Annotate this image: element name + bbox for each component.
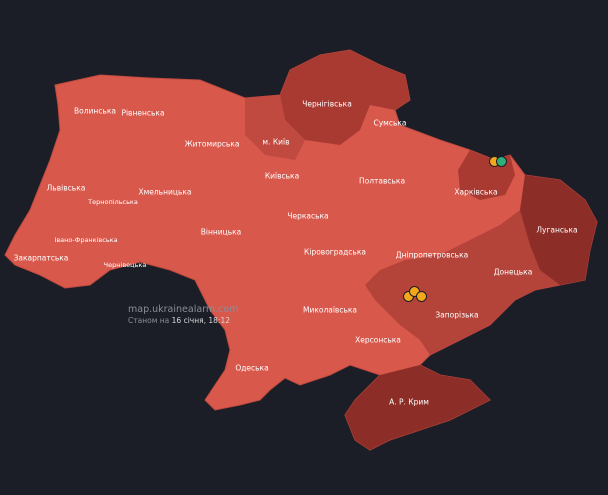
region-label: Львівська [46, 183, 86, 193]
region-kyiv-city-area[interactable] [245, 95, 305, 160]
region-label: Херсонська [355, 335, 401, 345]
region-label: Чернівецька [103, 261, 147, 269]
region-label: Дніпропетровська [395, 250, 469, 260]
region-label: Івано-Франківська [54, 236, 118, 244]
timestamp-value: 16 січня, 18:12 [171, 316, 231, 325]
region-luhansk[interactable] [520, 175, 597, 285]
artillery-marker-icon[interactable] [496, 156, 507, 167]
region-label: Миколаївська [302, 305, 358, 315]
region-label: Сумська [373, 118, 407, 128]
region-label: Вінницька [200, 227, 242, 237]
region-label: Запорізька [435, 310, 479, 320]
region-label: Житомирська [184, 139, 240, 149]
region-label: Хмельницька [138, 187, 192, 197]
region-label: Волинська [74, 106, 116, 116]
region-label: Одеська [235, 363, 269, 373]
region-label: Тернопільська [88, 198, 138, 206]
region-label: Харківська [454, 187, 498, 197]
region-label: Донецька [493, 267, 533, 277]
region-label: Полтавська [358, 176, 406, 186]
region-label: Рівненська [121, 108, 165, 118]
explosion-marker-icon[interactable] [416, 291, 427, 302]
region-label: А. Р. Крим [389, 397, 429, 407]
region-crimea[interactable] [345, 365, 490, 450]
region-label: Черкаська [287, 211, 329, 221]
region-label: Київська [264, 171, 300, 181]
source-credit: map.ukrainealarm.com [128, 304, 239, 315]
timestamp-prefix: Станом на [128, 316, 170, 325]
region-label: Чернігівська [302, 99, 352, 109]
region-chernihiv[interactable] [280, 50, 410, 145]
region-label: Кіровоградська [304, 247, 366, 257]
region-label: Луганська [536, 225, 578, 235]
region-label: Закарпатська [13, 253, 69, 263]
region-label: м. Київ [262, 137, 290, 147]
timestamp: Станом на 16 січня, 18:12 [128, 316, 230, 325]
